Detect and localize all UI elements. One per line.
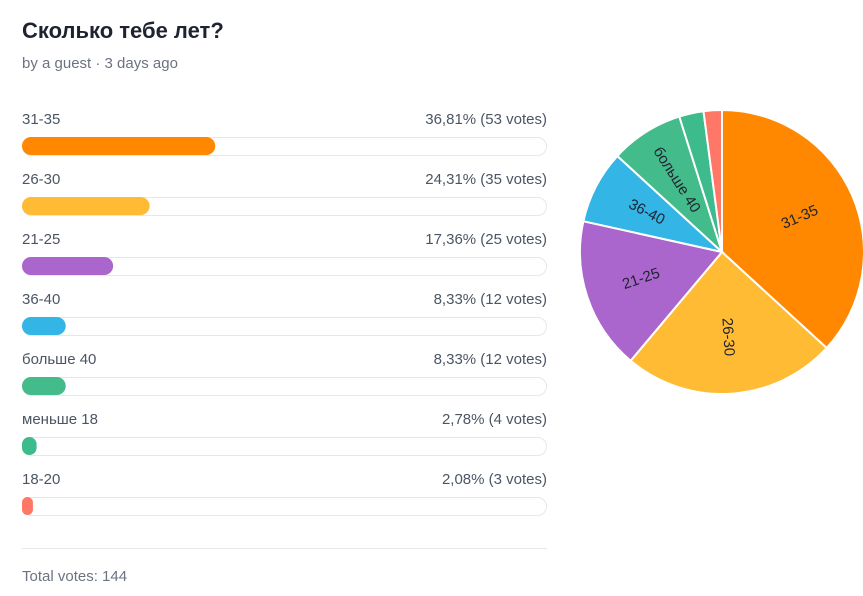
bar — [22, 257, 114, 275]
option-result: 36,81% (53 votes) — [425, 111, 547, 128]
pie-slice — [579, 220, 724, 363]
bar — [22, 197, 150, 215]
pie-slice — [702, 108, 723, 253]
bar — [22, 497, 33, 515]
option-label: 26-30 — [22, 171, 60, 188]
option-result: 24,31% (35 votes) — [425, 171, 547, 188]
option-result: 17,36% (25 votes) — [425, 231, 547, 248]
bar-track — [22, 317, 547, 336]
option-label: 21-25 — [22, 231, 60, 248]
bar — [22, 377, 66, 395]
total-votes: Total votes: 144 — [22, 568, 127, 585]
bar-track — [22, 497, 547, 516]
pie-slice — [721, 108, 863, 350]
pie-slice — [629, 250, 829, 395]
slice-label: 26-30 — [718, 317, 737, 356]
poll-title: Сколько тебе лет? — [22, 18, 224, 43]
bar — [22, 137, 216, 155]
option-result: 8,33% (12 votes) — [434, 351, 547, 368]
byline: by a guest · 3 days ago — [22, 55, 178, 72]
option-label: 18-20 — [22, 471, 60, 488]
bar-track — [22, 377, 547, 396]
option-result: 8,33% (12 votes) — [434, 291, 547, 308]
bar-track — [22, 437, 547, 456]
option-label: 31-35 — [22, 111, 60, 128]
bar — [22, 437, 37, 455]
option-label: больше 40 — [22, 351, 96, 368]
option-label: меньше 18 — [22, 411, 98, 428]
option-label: 36-40 — [22, 291, 60, 308]
option-result: 2,78% (4 votes) — [442, 411, 547, 428]
bar — [22, 317, 66, 335]
option-result: 2,08% (3 votes) — [442, 471, 547, 488]
